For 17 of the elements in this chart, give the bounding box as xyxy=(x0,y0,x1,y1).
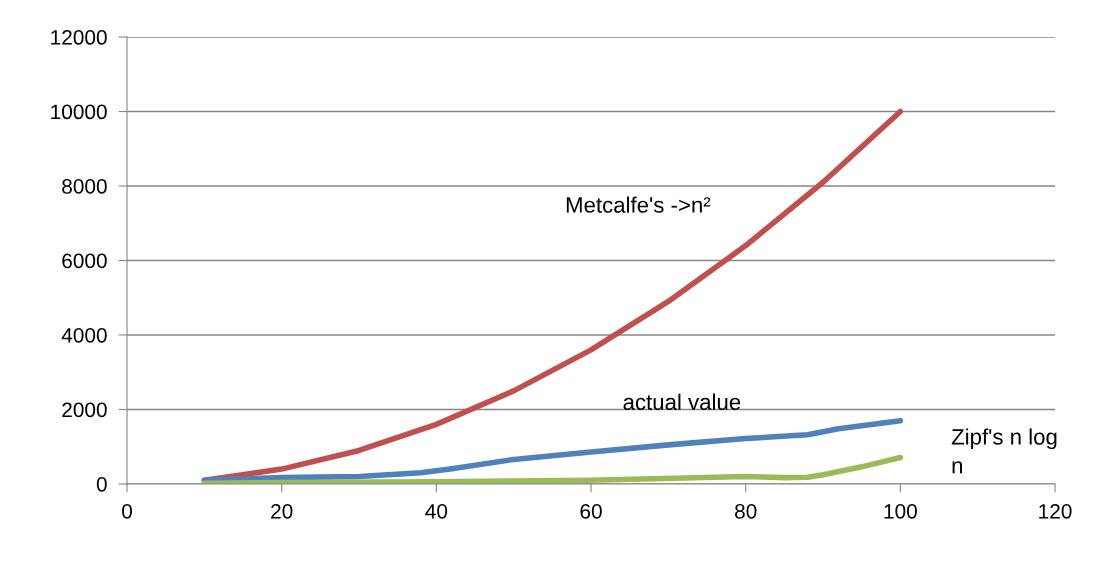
y-tick-label: 10000 xyxy=(51,104,107,120)
y-tick-label: 0 xyxy=(96,476,107,492)
x-tick-label: 20 xyxy=(271,503,293,519)
x-tick-label: 40 xyxy=(425,503,448,519)
y-tick-label: 6000 xyxy=(62,253,107,269)
x-tick-label: 0 xyxy=(122,503,132,519)
y-tick-label: 2000 xyxy=(62,402,107,418)
text: Metcalfe's ->n² xyxy=(566,196,711,213)
x-tick-label: 80 xyxy=(735,503,757,519)
x-tick-label: 60 xyxy=(580,503,602,519)
series-label: actual value xyxy=(623,393,741,410)
y-tick-label: 8000 xyxy=(62,179,107,194)
x-tick-label: 120 xyxy=(1039,503,1072,519)
x-tick-label: 100 xyxy=(884,503,917,519)
y-tick-label: 4000 xyxy=(61,327,107,343)
text: Zipf's n log n xyxy=(951,428,1057,474)
y-tick-label: 12000 xyxy=(51,30,107,45)
